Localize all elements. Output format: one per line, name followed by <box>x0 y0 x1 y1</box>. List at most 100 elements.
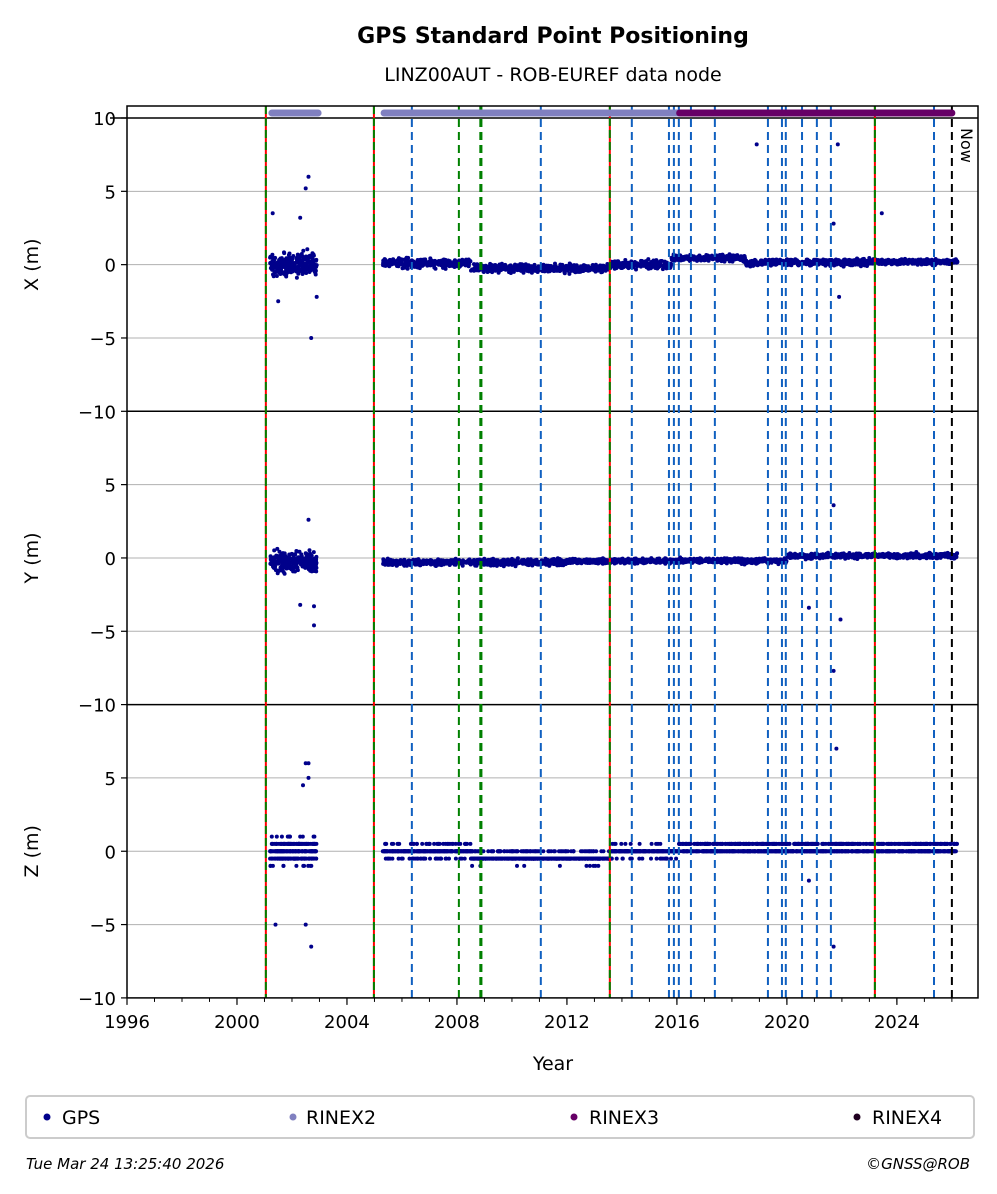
gps-data-point <box>814 257 819 262</box>
gps-data-point <box>699 559 704 564</box>
gps-data-point <box>310 261 314 266</box>
gps-data-point <box>463 262 468 267</box>
gps-data-point <box>425 560 430 565</box>
gps-data-point <box>445 841 450 846</box>
gps-data-point <box>308 557 313 562</box>
gps-data-point <box>586 265 591 270</box>
gps-data-point <box>545 265 550 270</box>
gps-data-point <box>820 554 825 559</box>
gps-data-point <box>279 834 284 839</box>
gps-data-point <box>565 268 570 273</box>
gps-data-point <box>302 856 307 861</box>
gps-data-point <box>482 560 487 564</box>
gps-data-point <box>454 261 458 266</box>
gps-data-point <box>942 259 947 264</box>
gps-data-point <box>629 557 633 562</box>
gps-data-point <box>288 565 293 570</box>
gps-data-point <box>280 564 285 569</box>
gps-data-point <box>298 215 303 220</box>
gps-data-point <box>290 256 295 261</box>
gps-data-point <box>902 554 907 559</box>
gps-data-point <box>677 257 682 262</box>
gps-data-point <box>420 841 425 846</box>
gps-data-point <box>457 258 462 263</box>
gps-data-point <box>294 549 299 553</box>
gps-data-point <box>772 259 777 264</box>
gps-data-point <box>623 258 628 262</box>
gps-data-point <box>646 557 651 562</box>
gps-data-point <box>529 270 534 275</box>
gps-data-point <box>642 263 647 268</box>
y-tick-label: 5 <box>105 769 116 790</box>
gps-data-point <box>937 552 942 557</box>
gps-data-point <box>535 270 540 274</box>
gps-data-point <box>312 604 316 609</box>
gps-data-point <box>494 563 499 568</box>
gps-data-point <box>474 262 479 267</box>
gps-data-point <box>499 263 504 268</box>
gps-data-point <box>757 559 761 564</box>
gps-data-point <box>865 553 870 558</box>
gps-data-point <box>502 265 507 270</box>
gps-data-point <box>276 561 281 566</box>
gps-data-point <box>567 559 572 564</box>
gps-data-point <box>472 268 476 273</box>
gps-data-point <box>739 257 744 262</box>
gps-data-point <box>886 551 891 556</box>
gps-data-point <box>906 258 911 263</box>
gps-data-point <box>289 263 294 268</box>
gps-data-point <box>548 266 553 271</box>
gps-data-point <box>298 834 303 839</box>
gps-data-point <box>314 258 318 263</box>
gps-data-point <box>293 563 298 568</box>
gps-data-point <box>433 261 438 266</box>
gps-data-point <box>312 569 317 573</box>
gps-data-point <box>945 260 950 265</box>
gps-data-point <box>768 559 773 564</box>
gps-data-point <box>605 262 610 266</box>
gps-data-point <box>895 259 900 264</box>
gps-data-point <box>294 275 299 280</box>
y-tick-label: 5 <box>105 476 116 497</box>
gps-data-point <box>695 255 700 260</box>
gps-data-point <box>910 260 915 265</box>
gps-data-point <box>294 863 299 868</box>
gps-data-point <box>429 558 434 563</box>
gps-data-point <box>893 553 898 558</box>
gps-data-point <box>867 256 872 260</box>
gps-data-point <box>295 841 300 846</box>
gps-data-point <box>447 856 451 861</box>
gps-data-point <box>720 258 725 262</box>
gps-data-point <box>443 260 448 265</box>
gps-data-point <box>275 546 280 551</box>
gps-data-point <box>598 263 603 268</box>
gps-data-point <box>277 549 282 554</box>
gps-data-point <box>809 263 814 268</box>
gps-data-point <box>553 264 558 269</box>
gps-data-point <box>580 265 585 270</box>
gps-data-point <box>552 557 556 561</box>
gps-data-point <box>796 263 801 268</box>
gps-data-point <box>728 254 733 259</box>
gps-data-point <box>857 262 862 267</box>
gps-data-point <box>680 559 685 564</box>
gps-data-point <box>688 556 693 561</box>
gps-data-point <box>883 258 888 263</box>
gps-data-point <box>807 259 811 264</box>
y-tick-label: 0 <box>105 256 116 277</box>
gps-data-point <box>276 299 281 304</box>
gps-data-point <box>747 559 752 564</box>
gps-data-point <box>286 834 291 839</box>
gps-data-point <box>272 566 277 571</box>
gps-data-point <box>508 263 512 268</box>
gps-data-point <box>277 557 282 562</box>
gps-data-point <box>307 856 312 861</box>
gps-data-point <box>281 271 286 276</box>
gps-data-point <box>443 266 448 271</box>
gps-data-point <box>304 553 309 558</box>
gps-data-point <box>404 563 409 568</box>
gps-data-point <box>422 257 427 262</box>
gps-data-point <box>716 256 721 261</box>
gps-data-point <box>281 570 286 574</box>
